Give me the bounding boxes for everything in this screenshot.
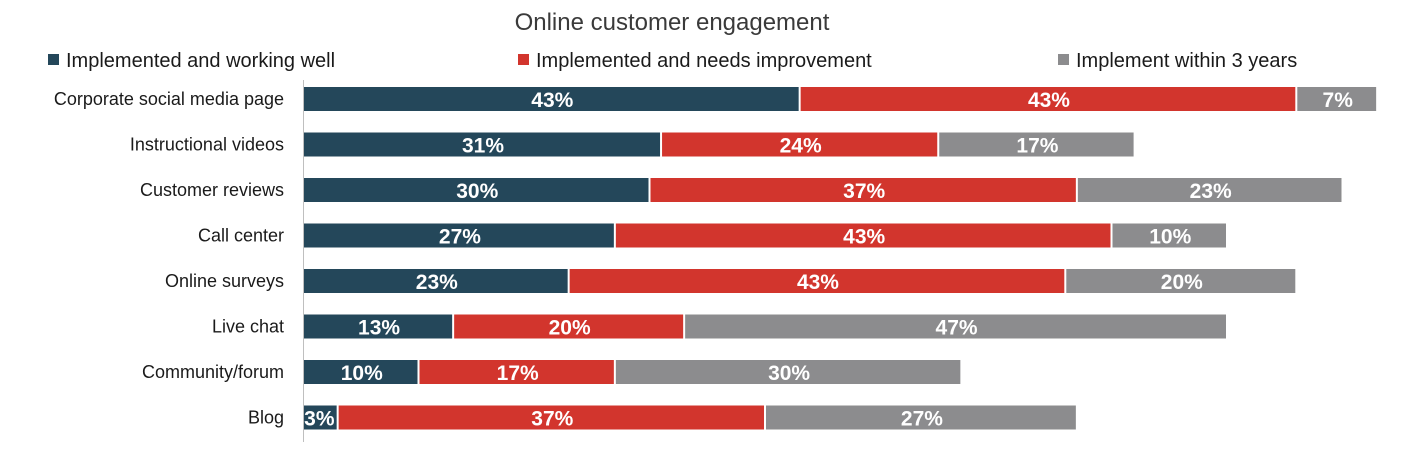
- category-label-live-chat: Live chat: [212, 317, 284, 337]
- data-label: 23%: [416, 271, 458, 294]
- legend-swatch: [518, 54, 529, 65]
- data-label: 47%: [936, 317, 978, 340]
- bar-row-live-chat: 13% 20% 47%: [304, 314, 1226, 340]
- bar-customer-reviews-implement-within-3-years: [1077, 178, 1342, 202]
- category-label-instructional-videos: Instructional videos: [130, 135, 284, 155]
- data-label: 24%: [780, 135, 822, 158]
- data-label: 43%: [531, 89, 573, 112]
- category-label-blog: Blog: [248, 408, 284, 428]
- bar-instructional-videos-implement-within-3-years: [939, 132, 1134, 157]
- bar-community-forum-implemented-and-needs-improvement: [419, 360, 614, 384]
- bar-row-blog: 3% 37% 27%: [304, 405, 1076, 431]
- data-label: 23%: [1190, 180, 1232, 203]
- bar-call-center-implemented-and-needs-improvement: [615, 223, 1111, 248]
- legend-label: Implemented and needs improvement: [536, 50, 872, 72]
- bar-live-chat-implemented-and-needs-improvement: [454, 314, 684, 339]
- data-label: 43%: [1028, 89, 1070, 112]
- data-label: 10%: [341, 362, 383, 385]
- data-label: 17%: [497, 362, 539, 385]
- bar-corporate-social-media-page-implemented-and-needs-improvement: [800, 87, 1296, 111]
- bar-row-community-forum: 10% 17% 30%: [304, 360, 961, 385]
- data-label: 30%: [768, 362, 810, 385]
- bar-row-online-surveys: 23% 43% 20%: [304, 269, 1296, 294]
- data-label: 17%: [1016, 135, 1058, 158]
- bar-live-chat-implement-within-3-years: [685, 314, 1226, 339]
- category-label-customer-reviews: Customer reviews: [140, 180, 284, 200]
- data-label: 3%: [304, 408, 335, 431]
- bar-instructional-videos-implemented-and-needs-improvement: [662, 132, 938, 157]
- data-label: 13%: [358, 317, 400, 340]
- bar-instructional-videos-implemented-and-working-well: [304, 132, 661, 157]
- data-label: 37%: [531, 408, 573, 431]
- legend-swatch: [1058, 54, 1069, 65]
- bar-row-call-center: 27% 43% 10%: [304, 223, 1226, 249]
- bar-row-customer-reviews: 30% 37% 23%: [304, 178, 1342, 203]
- data-label: 20%: [1161, 271, 1203, 294]
- category-label-community-forum: Community/forum: [142, 362, 284, 382]
- legend-item-implemented-and-working-well: Implemented and working well: [48, 50, 335, 72]
- bar-live-chat-implemented-and-working-well: [304, 314, 453, 339]
- chart-title: Online customer engagement: [515, 9, 830, 36]
- bar-row-instructional-videos: 31% 24% 17%: [304, 132, 1134, 158]
- bar-corporate-social-media-page-implement-within-3-years: [1297, 87, 1377, 111]
- bar-corporate-social-media-page-implemented-and-working-well: [304, 87, 799, 111]
- bars: 43% 43% 7%31% 24% 17%30% 37% 23%27% 43% 10%23% 43…: [304, 87, 1377, 431]
- category-label-corporate-social-media-page: Corporate social media page: [54, 89, 284, 109]
- bar-customer-reviews-implemented-and-working-well: [304, 178, 649, 202]
- data-label: 27%: [439, 226, 481, 249]
- data-label: 20%: [549, 317, 591, 340]
- legend-item-implemented-and-needs-improvement: Implemented and needs improvement: [518, 50, 872, 72]
- data-label: 43%: [797, 271, 839, 294]
- category-label-call-center: Call center: [198, 226, 284, 246]
- bar-blog-implemented-and-needs-improvement: [338, 405, 764, 430]
- bar-online-surveys-implemented-and-working-well: [304, 269, 568, 293]
- legend-item-implement-within-3-years: Implement within 3 years: [1058, 50, 1297, 72]
- data-label: 31%: [462, 135, 504, 158]
- bar-online-surveys-implemented-and-needs-improvement: [569, 269, 1065, 293]
- data-label: 10%: [1149, 226, 1191, 249]
- data-label: 30%: [456, 180, 498, 203]
- bar-call-center-implemented-and-working-well: [304, 223, 614, 248]
- data-label: 43%: [843, 226, 885, 249]
- legend-label: Implemented and working well: [66, 50, 335, 72]
- bar-row-corporate-social-media-page: 43% 43% 7%: [304, 87, 1377, 112]
- bar-community-forum-implemented-and-working-well: [304, 360, 418, 384]
- data-label: 7%: [1323, 89, 1354, 112]
- data-label: 37%: [843, 180, 885, 203]
- data-label: 27%: [901, 408, 943, 431]
- category-label-online-surveys: Online surveys: [165, 271, 284, 291]
- bar-call-center-implement-within-3-years: [1112, 223, 1226, 248]
- legend: Implemented and working well Implemented …: [48, 50, 1297, 72]
- bar-community-forum-implement-within-3-years: [615, 360, 961, 384]
- legend-swatch: [48, 54, 59, 65]
- bar-blog-implement-within-3-years: [766, 405, 1076, 430]
- bar-online-surveys-implement-within-3-years: [1066, 269, 1296, 293]
- bar-blog-implemented-and-working-well: [304, 405, 337, 430]
- bar-customer-reviews-implemented-and-needs-improvement: [650, 178, 1076, 202]
- category-labels: Corporate social media page Instructional…: [54, 89, 284, 428]
- legend-label: Implement within 3 years: [1076, 50, 1297, 72]
